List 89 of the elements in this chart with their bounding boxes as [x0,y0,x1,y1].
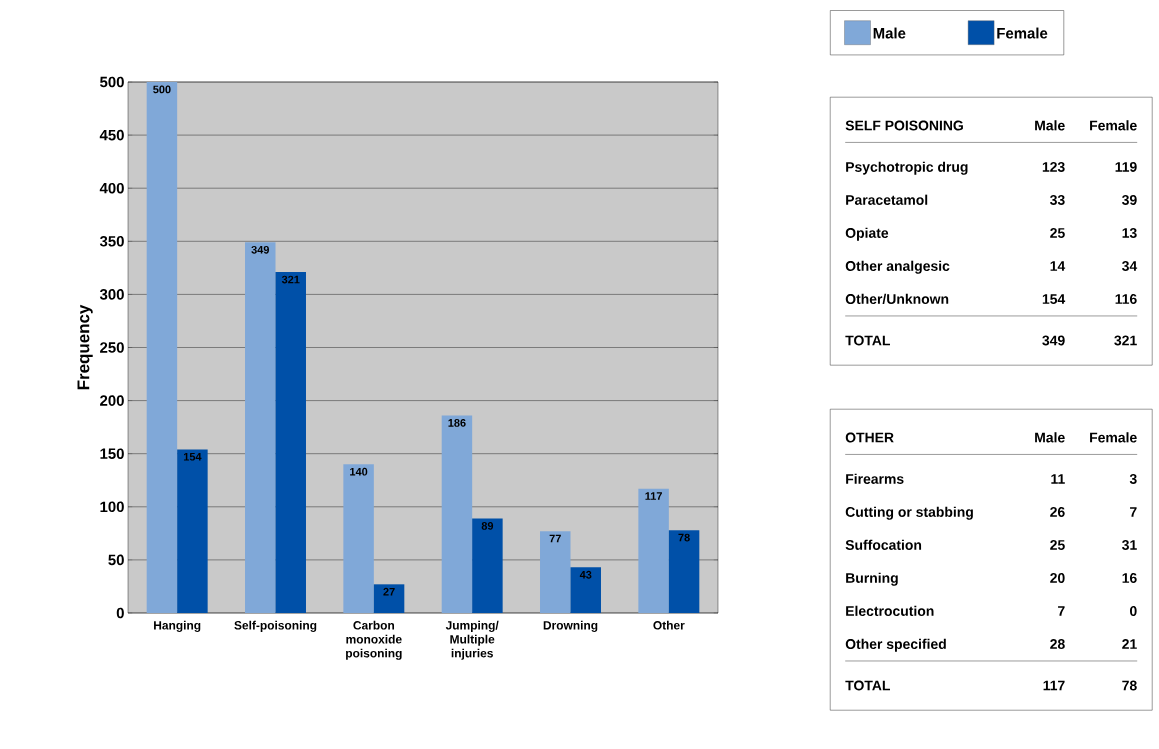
text: OTHER [845,432,894,443]
y-tick-label: 0 [116,607,124,619]
bar [638,488,669,613]
bar [570,567,601,613]
text: Female [1090,120,1137,131]
data-label: 116 [1115,294,1137,304]
bar [177,449,208,613]
data-label: 43 [579,570,592,579]
bar [245,242,276,613]
data-label: 39 [1122,195,1137,205]
category-label: TOTAL [845,335,890,346]
data-label: 0 [1130,606,1137,616]
category-label: TOTAL [845,680,890,691]
data-label: 31 [1122,540,1137,550]
category-label: Paracetamol [846,194,928,205]
category-label: Other specified [845,638,946,652]
x-tick-label: Drowning [543,620,598,632]
legend-label: Female [997,27,1048,39]
bar [275,272,306,613]
data-label: 20 [1050,573,1065,583]
data-label: 27 [383,587,395,596]
data-label: 117 [645,492,662,500]
text: SELF POISONING [845,120,963,131]
category-label: Opiate [845,227,889,241]
x-tick-label: Carbon monoxide poisoning [346,620,402,660]
y-tick-label: 300 [99,289,124,300]
data-label: 321 [281,275,300,284]
data-label: 21 [1122,639,1137,649]
bar [343,464,374,613]
data-label: 154 [1042,294,1066,304]
category-label: Firearms [846,473,904,484]
data-label: 25 [1050,228,1065,238]
data-label: 78 [678,533,690,542]
y-tick-label: 50 [108,554,124,566]
data-label: 349 [251,245,269,254]
data-label: 7 [1130,507,1137,517]
x-tick-label: Jumping/ Multiple injuries [445,620,499,660]
category-label: Other/Unknown [845,293,949,305]
data-label: 11 [1051,474,1065,484]
data-label: 14 [1050,261,1066,271]
category-label: Psychotropic drug [846,161,968,175]
data-label: 140 [350,467,368,476]
data-label: 7 [1058,606,1065,616]
data-label: 154 [183,452,202,461]
x-tick-label: Self-poisoning [234,620,317,632]
data-label: 28 [1050,639,1065,650]
y-tick-label: 250 [100,342,124,353]
x-tick-label: Other [653,620,685,630]
data-label: 117 [1043,680,1065,691]
category-label: Burning [846,572,898,586]
category-label: Suffocation [845,539,922,550]
text: Male [1035,120,1065,131]
data-label: 16 [1122,573,1137,583]
data-label: 349 [1042,335,1065,346]
bar [472,518,503,613]
data-label: 123 [1042,161,1065,172]
bar [146,81,178,613]
bar [441,415,473,613]
data-label: 25 [1050,540,1065,550]
category-label: Other analgesic [845,260,950,274]
y-tick-label: 400 [99,182,124,194]
data-label: 33 [1050,195,1065,205]
text: Male [1035,432,1065,443]
data-label: 321 [1114,335,1137,346]
data-label: 186 [448,419,466,427]
data-label: 77 [549,534,561,543]
bar [373,584,405,613]
bar [668,530,700,613]
data-label: 78 [1122,680,1137,691]
bar [540,531,571,613]
data-label: 3 [1129,473,1137,484]
data-label: 13 [1122,228,1137,238]
text: Female [1090,432,1137,443]
x-tick-label: Hanging [154,620,201,632]
data-label: 500 [153,85,171,94]
y-tick-label: 500 [100,76,124,88]
category-label: Electrocution [846,605,934,616]
data-label: 34 [1122,261,1138,271]
category-label: Cutting or stabbing [845,506,973,520]
data-label: 26 [1050,507,1065,517]
y-tick-label: 100 [100,501,124,513]
y-tick-label: 450 [99,129,124,141]
y-tick-label: 200 [100,395,124,406]
legend-label: Male [873,27,906,39]
data-label: 119 [1115,161,1137,172]
data-label: 89 [481,522,494,530]
y-tick-label: 350 [99,235,124,247]
y-tick-label: 150 [100,448,124,459]
y-axis-title: Frequency [77,304,93,390]
